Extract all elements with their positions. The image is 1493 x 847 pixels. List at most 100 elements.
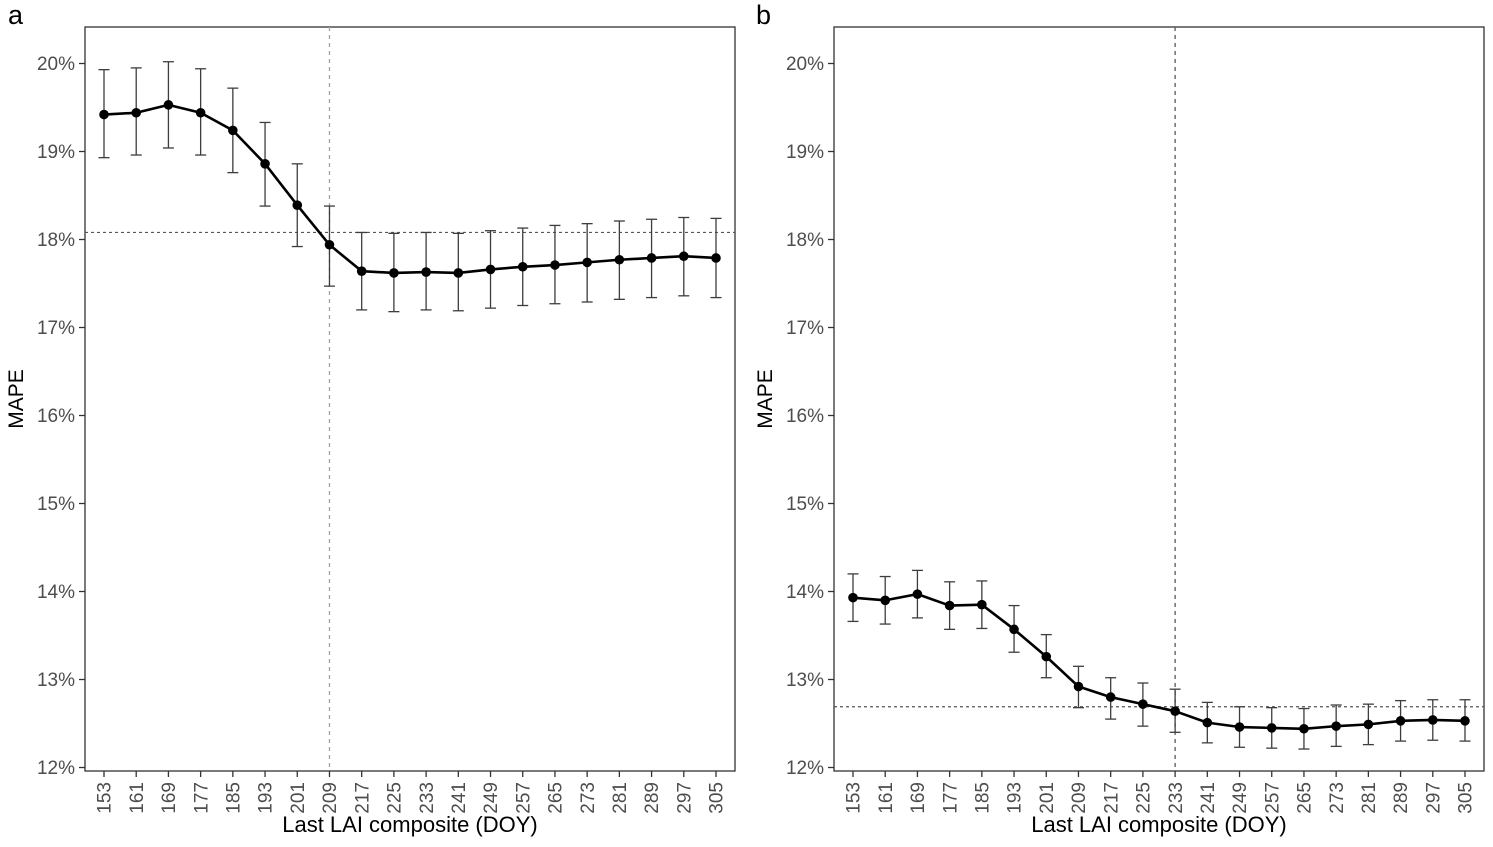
data-point <box>1460 716 1470 726</box>
y-tick-label: 20% <box>37 54 75 75</box>
y-tick-label: 13% <box>37 670 75 691</box>
data-point <box>711 253 721 263</box>
x-tick-label: 241 <box>1198 782 1219 814</box>
data-point <box>260 159 270 169</box>
data-point <box>646 253 657 263</box>
x-tick-label: 161 <box>127 782 148 814</box>
x-tick-label: 201 <box>288 782 309 814</box>
x-tick-label: 249 <box>1230 782 1251 814</box>
panel-b-y-axis-title: MAPE <box>754 369 777 429</box>
y-tick-label: 19% <box>37 142 75 163</box>
data-point <box>1234 722 1245 732</box>
panel-border <box>833 26 1485 772</box>
x-tick-label: 281 <box>1359 782 1380 814</box>
data-point <box>324 239 335 250</box>
data-point <box>421 267 431 277</box>
panel-a-plot: 12% 13% 14% 15% 16% 17% 18% 19% 20% 153 161 169 177 1… <box>37 26 736 814</box>
data-point <box>1170 706 1180 716</box>
x-tick-label: 209 <box>1069 782 1090 814</box>
x-tick-label: 153 <box>844 782 865 814</box>
mape-line <box>103 103 717 275</box>
x-tick-label: 289 <box>642 782 663 814</box>
y-tick-label: 14% <box>37 582 75 603</box>
data-point <box>977 599 987 610</box>
data-point <box>1009 624 1019 635</box>
x-tick-label: 297 <box>1423 782 1444 814</box>
x-tick-label: 217 <box>352 782 373 814</box>
data-point <box>1105 692 1116 702</box>
x-tick-label: 297 <box>674 782 695 814</box>
x-tick-label: 273 <box>578 782 599 814</box>
x-tick-label: 241 <box>449 782 470 814</box>
data-point <box>356 266 367 276</box>
data-point <box>1363 719 1374 730</box>
x-tick-label: 201 <box>1037 782 1058 814</box>
data-point <box>389 268 399 278</box>
y-tick-label: 17% <box>37 318 75 339</box>
x-tick-label: 217 <box>1101 782 1122 814</box>
data-point <box>880 595 891 606</box>
x-tick-label: 209 <box>320 782 341 814</box>
x-tick-label: 185 <box>223 782 244 814</box>
panel-b-plot: 12% 13% 14% 15% 16% 17% 18% 19% 20% 153 161 169 177 1… <box>786 26 1485 814</box>
x-tick-label: 161 <box>876 782 897 814</box>
data-point <box>292 200 303 210</box>
panel-border <box>84 26 736 772</box>
x-tick-label: 169 <box>908 782 929 814</box>
data-point <box>582 257 592 268</box>
y-tick-label: 20% <box>786 54 824 75</box>
x-tick-label: 257 <box>1262 782 1283 814</box>
data-point <box>848 592 858 603</box>
y-tick-label: 16% <box>786 406 824 427</box>
y-tick-label: 14% <box>786 582 824 603</box>
data-point <box>550 260 560 270</box>
data-point <box>517 261 528 272</box>
x-tick-label: 233 <box>417 782 438 814</box>
y-tick-label: 19% <box>786 142 824 163</box>
panel-b-letter: b <box>756 0 772 30</box>
x-tick-label: 193 <box>1005 782 1026 814</box>
x-tick-label: 177 <box>940 782 961 814</box>
data-point <box>228 125 238 136</box>
data-point <box>1299 723 1309 734</box>
data-point <box>1427 715 1438 725</box>
data-point <box>614 254 625 265</box>
x-tick-label: 305 <box>707 782 728 814</box>
x-tick-label: 289 <box>1391 782 1412 814</box>
y-tick-label: 13% <box>786 670 824 691</box>
data-point <box>163 100 174 110</box>
panel-a-x-axis-title: Last LAI composite (DOY) <box>282 812 538 837</box>
data-point <box>195 107 206 118</box>
x-tick-label: 225 <box>1134 782 1155 814</box>
data-point <box>912 589 923 599</box>
data-point <box>453 268 464 278</box>
y-tick-label: 12% <box>37 758 75 779</box>
data-point <box>1395 716 1406 726</box>
y-tick-label: 15% <box>37 494 75 515</box>
x-tick-label: 273 <box>1327 782 1348 814</box>
mape-line <box>852 592 1466 731</box>
x-tick-label: 233 <box>1166 782 1187 814</box>
panel-a-letter: a <box>8 0 24 30</box>
x-tick-label: 193 <box>256 782 277 814</box>
y-tick-label: 16% <box>37 406 75 427</box>
x-tick-label: 153 <box>95 782 116 814</box>
x-tick-label: 265 <box>546 782 567 814</box>
data-point <box>485 264 496 275</box>
data-point <box>1073 681 1084 692</box>
data-point <box>944 600 955 611</box>
x-tick-label: 305 <box>1456 782 1477 814</box>
data-point <box>1202 717 1213 728</box>
data-point <box>1331 721 1341 731</box>
data-point <box>99 109 109 120</box>
x-tick-label: 257 <box>513 782 534 814</box>
y-tick-label: 17% <box>786 318 824 339</box>
x-tick-label: 281 <box>610 782 631 814</box>
x-tick-label: 177 <box>191 782 212 814</box>
x-tick-label: 225 <box>385 782 406 814</box>
y-tick-label: 18% <box>786 230 824 251</box>
x-tick-label: 249 <box>481 782 502 814</box>
y-tick-label: 18% <box>37 230 75 251</box>
